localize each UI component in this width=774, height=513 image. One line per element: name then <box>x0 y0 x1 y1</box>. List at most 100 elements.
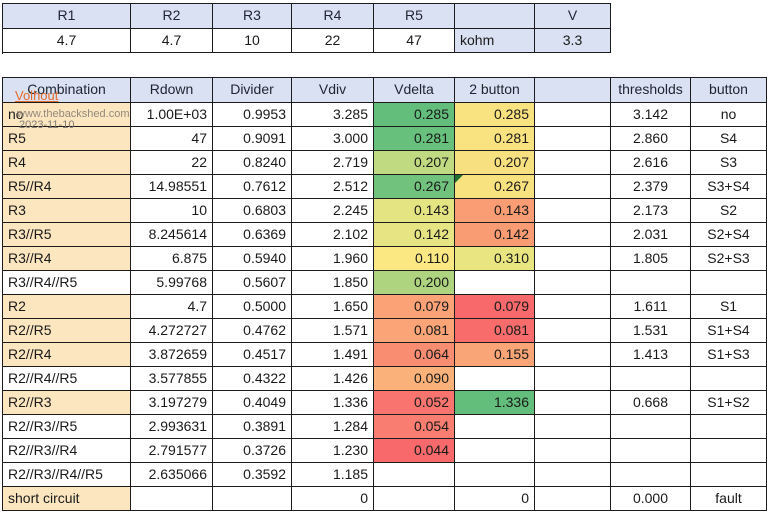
row6-2button-cell[interactable]: 0.142 <box>455 223 535 247</box>
row6-spacer-cell[interactable] <box>535 223 611 247</box>
row3-button-cell[interactable]: S3 <box>691 151 767 175</box>
row15-vdelta-cell[interactable]: 0.044 <box>374 439 455 463</box>
row7-spacer-cell[interactable] <box>535 247 611 271</box>
row13-rdown-cell[interactable]: 3.197279 <box>131 391 213 415</box>
top-value-3[interactable]: 10 <box>213 29 292 53</box>
row10-combination-cell[interactable]: R2//R5 <box>3 319 131 343</box>
row7-vdiv-cell[interactable]: 1.960 <box>292 247 374 271</box>
row1-vdelta-cell[interactable]: 0.285 <box>374 103 455 127</box>
row12-vdiv-cell[interactable]: 1.426 <box>292 367 374 391</box>
row9-spacer-cell[interactable] <box>535 295 611 319</box>
row11-spacer-cell[interactable] <box>535 343 611 367</box>
row17-combination-cell[interactable]: short circuit <box>3 487 131 511</box>
row9-2button-cell[interactable]: 0.079 <box>455 295 535 319</box>
row3-divider-cell[interactable]: 0.8240 <box>213 151 292 175</box>
row2-rdown-cell[interactable]: 47 <box>131 127 213 151</box>
row5-divider-cell[interactable]: 0.6803 <box>213 199 292 223</box>
row10-divider-cell[interactable]: 0.4762 <box>213 319 292 343</box>
top-value-6[interactable]: kohm <box>455 29 535 53</box>
row13-button-cell[interactable]: S1+S2 <box>691 391 767 415</box>
row13-2button-cell[interactable]: 1.336 <box>455 391 535 415</box>
row3-spacer-cell[interactable] <box>535 151 611 175</box>
top-header-r3[interactable]: R3 <box>213 4 292 29</box>
row17-vdiv-cell[interactable]: 0 <box>292 487 374 511</box>
row7-2button-cell[interactable]: 0.310 <box>455 247 535 271</box>
row16-rdown-cell[interactable]: 2.635066 <box>131 463 213 487</box>
row9-rdown-cell[interactable]: 4.7 <box>131 295 213 319</box>
top-header-r2[interactable]: R2 <box>131 4 213 29</box>
row3-2button-cell[interactable]: 0.207 <box>455 151 535 175</box>
row17-divider-cell[interactable] <box>213 487 292 511</box>
row8-2button-cell[interactable] <box>455 271 535 295</box>
column-header-rdown[interactable]: Rdown <box>131 78 213 103</box>
row8-button-cell[interactable] <box>691 271 767 295</box>
row14-divider-cell[interactable]: 0.3891 <box>213 415 292 439</box>
row13-divider-cell[interactable]: 0.4049 <box>213 391 292 415</box>
row17-2button-cell[interactable]: 0 <box>455 487 535 511</box>
row12-rdown-cell[interactable]: 3.577855 <box>131 367 213 391</box>
row6-button-cell[interactable]: S2+S4 <box>691 223 767 247</box>
top-value-1[interactable]: 4.7 <box>3 29 131 53</box>
row17-threshold-cell[interactable]: 0.000 <box>611 487 691 511</box>
row8-combination-cell[interactable]: R3//R4//R5 <box>3 271 131 295</box>
row3-threshold-cell[interactable]: 2.616 <box>611 151 691 175</box>
row15-divider-cell[interactable]: 0.3726 <box>213 439 292 463</box>
row14-vdelta-cell[interactable]: 0.054 <box>374 415 455 439</box>
row10-button-cell[interactable]: S1+S4 <box>691 319 767 343</box>
row2-button-cell[interactable]: S4 <box>691 127 767 151</box>
row8-threshold-cell[interactable] <box>611 271 691 295</box>
row3-combination-cell[interactable]: R4 <box>3 151 131 175</box>
row13-combination-cell[interactable]: R2//R3 <box>3 391 131 415</box>
column-header-vdelta[interactable]: Vdelta <box>374 78 455 103</box>
row11-combination-cell[interactable]: R2//R4 <box>3 343 131 367</box>
row1-2button-cell[interactable]: 0.285 <box>455 103 535 127</box>
row12-vdelta-cell[interactable]: 0.090 <box>374 367 455 391</box>
row2-divider-cell[interactable]: 0.9091 <box>213 127 292 151</box>
row14-button-cell[interactable] <box>691 415 767 439</box>
row16-2button-cell[interactable] <box>455 463 535 487</box>
top-header-r5[interactable]: R5 <box>374 4 455 29</box>
row2-threshold-cell[interactable]: 2.860 <box>611 127 691 151</box>
row15-spacer-cell[interactable] <box>535 439 611 463</box>
row1-button-cell[interactable]: no <box>691 103 767 127</box>
row16-divider-cell[interactable]: 0.3592 <box>213 463 292 487</box>
row6-threshold-cell[interactable]: 2.031 <box>611 223 691 247</box>
row5-combination-cell[interactable]: R3 <box>3 199 131 223</box>
column-header-thresholds[interactable]: thresholds <box>611 78 691 103</box>
row12-2button-cell[interactable] <box>455 367 535 391</box>
row9-vdiv-cell[interactable]: 1.650 <box>292 295 374 319</box>
row17-rdown-cell[interactable] <box>131 487 213 511</box>
row13-vdiv-cell[interactable]: 1.336 <box>292 391 374 415</box>
row14-rdown-cell[interactable]: 2.993631 <box>131 415 213 439</box>
row5-vdelta-cell[interactable]: 0.143 <box>374 199 455 223</box>
row4-threshold-cell[interactable]: 2.379 <box>611 175 691 199</box>
row15-threshold-cell[interactable] <box>611 439 691 463</box>
row4-button-cell[interactable]: S3+S4 <box>691 175 767 199</box>
row3-vdelta-cell[interactable]: 0.207 <box>374 151 455 175</box>
top-value-2[interactable]: 4.7 <box>131 29 213 53</box>
row7-combination-cell[interactable]: R3//R4 <box>3 247 131 271</box>
row9-button-cell[interactable]: S1 <box>691 295 767 319</box>
row5-spacer-cell[interactable] <box>535 199 611 223</box>
row9-divider-cell[interactable]: 0.5000 <box>213 295 292 319</box>
top-header-r1[interactable]: R1 <box>3 4 131 29</box>
row12-button-cell[interactable] <box>691 367 767 391</box>
top-value-4[interactable]: 22 <box>292 29 374 53</box>
row14-threshold-cell[interactable] <box>611 415 691 439</box>
row14-spacer-cell[interactable] <box>535 415 611 439</box>
row13-spacer-cell[interactable] <box>535 391 611 415</box>
column-header-button[interactable]: button <box>691 78 767 103</box>
row4-vdiv-cell[interactable]: 2.512 <box>292 175 374 199</box>
row4-divider-cell[interactable]: 0.7612 <box>213 175 292 199</box>
row4-2button-cell[interactable]: 0.267 <box>455 175 535 199</box>
row6-rdown-cell[interactable]: 8.245614 <box>131 223 213 247</box>
row16-vdiv-cell[interactable]: 1.185 <box>292 463 374 487</box>
row15-vdiv-cell[interactable]: 1.230 <box>292 439 374 463</box>
row2-vdelta-cell[interactable]: 0.281 <box>374 127 455 151</box>
row4-rdown-cell[interactable]: 14.98551 <box>131 175 213 199</box>
row6-vdelta-cell[interactable]: 0.142 <box>374 223 455 247</box>
row4-combination-cell[interactable]: R5//R4 <box>3 175 131 199</box>
row11-rdown-cell[interactable]: 3.872659 <box>131 343 213 367</box>
row7-rdown-cell[interactable]: 6.875 <box>131 247 213 271</box>
row11-2button-cell[interactable]: 0.155 <box>455 343 535 367</box>
